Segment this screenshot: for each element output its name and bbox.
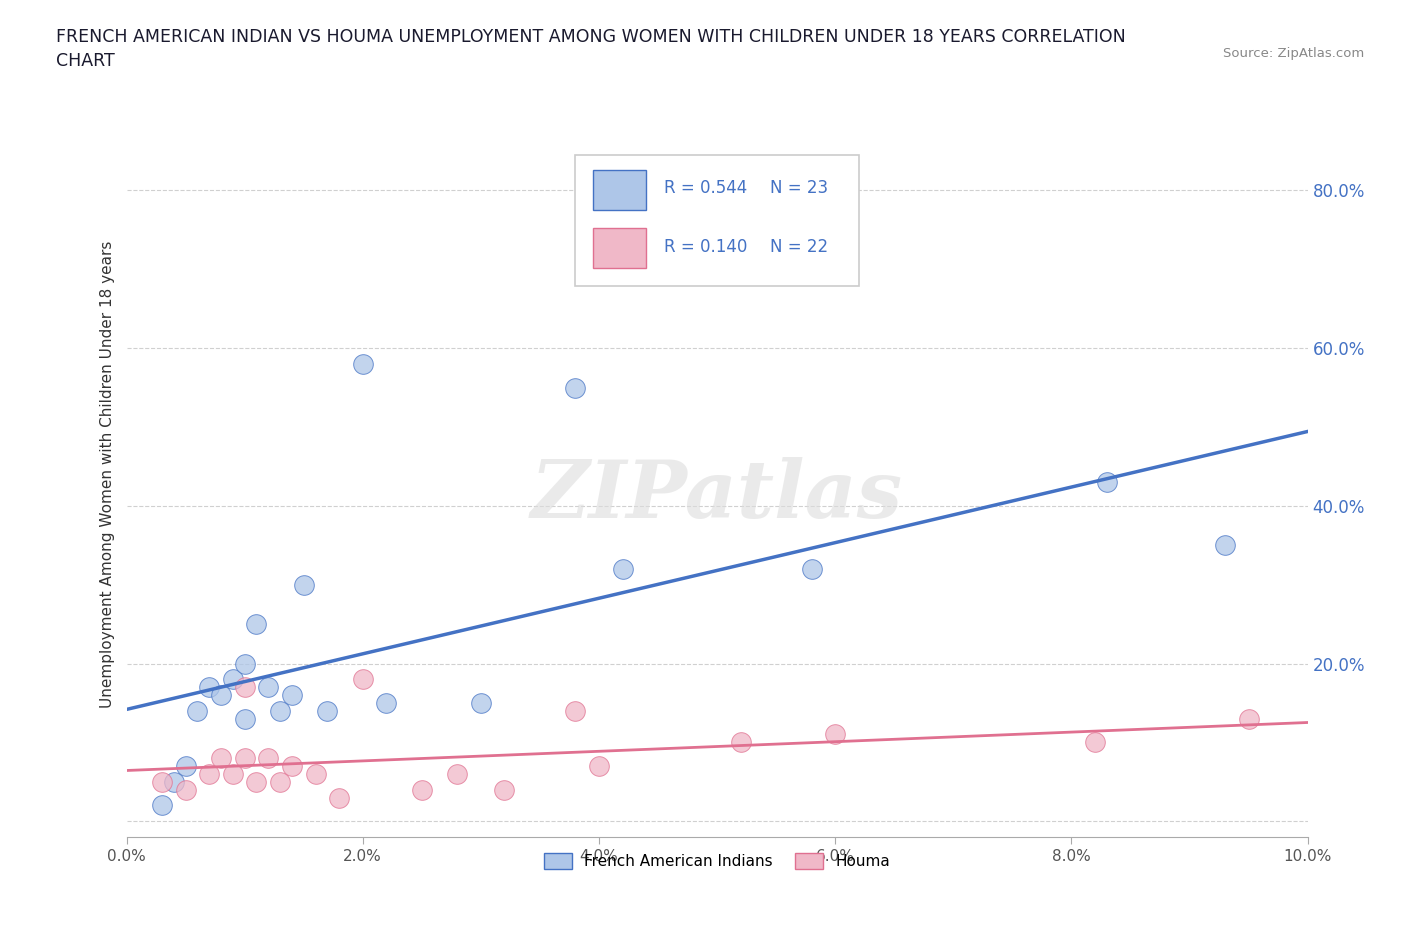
- Legend: French American Indians, Houma: French American Indians, Houma: [537, 845, 897, 876]
- Point: [198, 680, 221, 695]
- Point: [186, 703, 208, 718]
- Point: [222, 671, 245, 686]
- Point: [257, 680, 280, 695]
- Point: [198, 766, 221, 781]
- Point: [174, 782, 197, 797]
- Point: [174, 759, 197, 774]
- Point: [612, 562, 634, 577]
- Point: [446, 766, 468, 781]
- Point: [564, 380, 586, 395]
- Point: [245, 617, 267, 631]
- Point: [564, 703, 586, 718]
- Point: [1095, 474, 1118, 489]
- Point: [328, 790, 350, 805]
- Point: [269, 775, 291, 790]
- Text: N = 23: N = 23: [770, 179, 828, 197]
- Point: [411, 782, 433, 797]
- Point: [233, 656, 256, 671]
- Point: [316, 703, 339, 718]
- Point: [163, 775, 186, 790]
- FancyBboxPatch shape: [593, 169, 647, 209]
- Point: [150, 798, 173, 813]
- Point: [494, 782, 516, 797]
- Point: [233, 711, 256, 726]
- Point: [824, 727, 846, 742]
- Point: [150, 775, 173, 790]
- Text: Source: ZipAtlas.com: Source: ZipAtlas.com: [1223, 46, 1364, 60]
- Point: [281, 687, 304, 702]
- Point: [233, 680, 256, 695]
- Point: [375, 696, 398, 711]
- Point: [470, 696, 492, 711]
- Point: [304, 766, 326, 781]
- FancyBboxPatch shape: [575, 155, 859, 286]
- Point: [800, 562, 823, 577]
- Point: [281, 759, 304, 774]
- Point: [292, 578, 315, 592]
- Point: [352, 671, 374, 686]
- Y-axis label: Unemployment Among Women with Children Under 18 years: Unemployment Among Women with Children U…: [100, 241, 115, 708]
- Point: [1213, 538, 1236, 552]
- FancyBboxPatch shape: [593, 228, 647, 268]
- Text: ZIPatlas: ZIPatlas: [531, 458, 903, 535]
- Point: [209, 751, 232, 765]
- Text: FRENCH AMERICAN INDIAN VS HOUMA UNEMPLOYMENT AMONG WOMEN WITH CHILDREN UNDER 18 : FRENCH AMERICAN INDIAN VS HOUMA UNEMPLOY…: [56, 28, 1126, 70]
- Point: [352, 356, 374, 371]
- Point: [730, 735, 752, 750]
- Point: [222, 766, 245, 781]
- Point: [269, 703, 291, 718]
- Point: [257, 751, 280, 765]
- Text: N = 22: N = 22: [770, 238, 828, 257]
- Point: [1237, 711, 1260, 726]
- Point: [209, 687, 232, 702]
- Point: [588, 759, 610, 774]
- Point: [245, 775, 267, 790]
- Point: [1084, 735, 1107, 750]
- Text: R = 0.140: R = 0.140: [664, 238, 747, 257]
- Text: R = 0.544: R = 0.544: [664, 179, 747, 197]
- Point: [233, 751, 256, 765]
